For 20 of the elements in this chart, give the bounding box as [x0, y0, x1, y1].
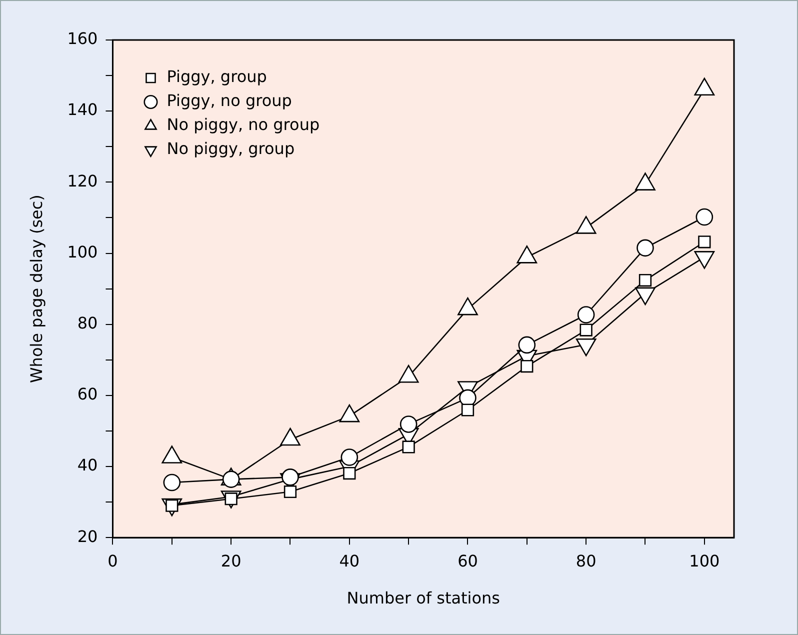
y-tick-label: 40	[77, 456, 98, 475]
x-tick-label: 60	[458, 551, 478, 570]
y-tick-label: 120	[67, 171, 98, 190]
y-tick-label: 20	[77, 526, 98, 546]
legend-label: Piggy, group	[166, 67, 267, 86]
x-axis-title: Number of stations	[346, 588, 500, 608]
y-tick-label: 60	[77, 384, 98, 404]
x-tick-label: 40	[339, 551, 360, 570]
x-tick-label: 0	[108, 551, 118, 570]
y-tick-label: 100	[67, 242, 98, 262]
y-tick-label: 160	[67, 29, 98, 48]
legend-label: Piggy, no group	[166, 91, 292, 110]
y-axis-title: Whole page delay (sec)	[26, 194, 46, 384]
legend-label: No piggy, group	[166, 139, 295, 158]
legend-label: No piggy, no group	[166, 115, 320, 134]
x-tick-label: 100	[689, 551, 720, 570]
y-tick-label: 80	[77, 314, 98, 332]
x-tick-label: 20	[220, 551, 242, 570]
y-tick-label: 140	[67, 100, 98, 120]
x-tick-label: 80	[576, 551, 596, 570]
